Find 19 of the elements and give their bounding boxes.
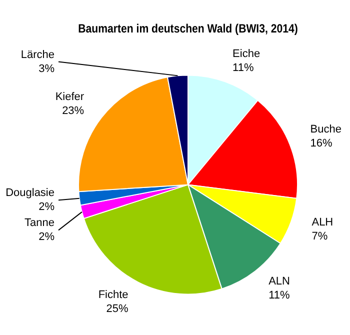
data-label: 16% — [310, 137, 332, 150]
slice-label: Kiefer — [55, 91, 84, 104]
data-label: 25% — [106, 302, 129, 315]
data-label: 23% — [62, 105, 84, 118]
data-label: 2% — [38, 231, 55, 244]
slice-label: Fichte — [98, 288, 128, 301]
data-label: 3% — [38, 62, 55, 75]
slice-label: Douglasie — [6, 187, 54, 200]
data-label: 7% — [312, 230, 328, 242]
data-label: 2% — [38, 201, 55, 214]
slice-label: Eiche — [232, 48, 260, 60]
data-label: 11% — [268, 290, 290, 302]
data-label: 11% — [232, 62, 254, 74]
slice-label: Buche — [310, 123, 342, 136]
slice-label: ALH — [312, 216, 334, 228]
chart-title: Baumarten im deutschen Wald (BWI3, 2014) — [78, 22, 298, 36]
slice-label: Lärche — [20, 48, 54, 61]
slice-label: ALN — [268, 276, 290, 288]
slice-label: Tanne — [24, 217, 54, 230]
